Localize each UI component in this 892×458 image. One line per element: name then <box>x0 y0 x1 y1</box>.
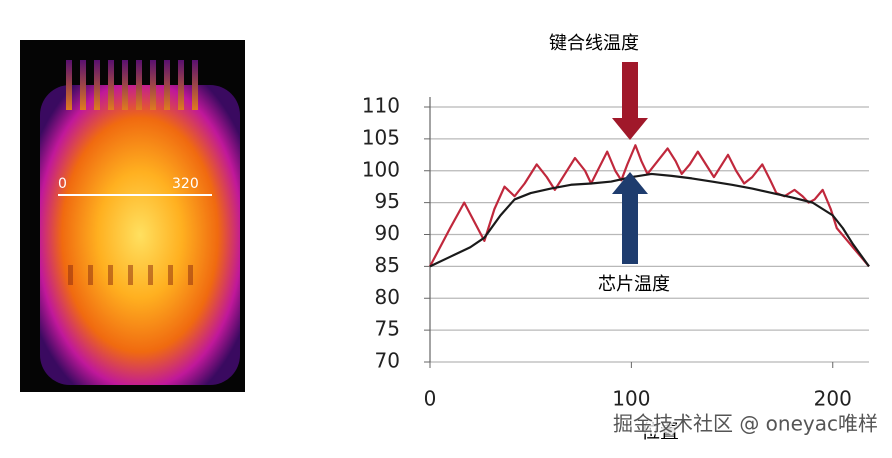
annotation: 芯片温度 <box>598 274 670 295</box>
series-line <box>429 172 870 268</box>
image-label: 320 <box>172 176 199 192</box>
watermark: 掘金技术社区 @ oneyac唯样 <box>613 412 878 436</box>
thermal-image: 0 320 <box>20 40 245 392</box>
y-tick-label: 105 <box>362 125 400 149</box>
x-axis-label: 位置 <box>641 421 679 443</box>
y-tick-label: 95 <box>375 189 400 213</box>
x-tick-label: 100 <box>612 387 650 411</box>
image-label: 0 <box>58 176 67 192</box>
y-tick-label: 100 <box>362 157 400 181</box>
y-tick-label: 70 <box>375 349 400 373</box>
chart: 70 75 80 85 90 95 100 105 110 0 100 200 <box>362 94 870 411</box>
y-tick-label: 75 <box>375 317 400 341</box>
watermark-halo: 掘金技术社区 @ oneyac唯样 <box>613 412 878 436</box>
annotation: 键合线温度 <box>549 33 639 54</box>
x-tick-label: 200 <box>814 387 852 411</box>
y-tick-label: 80 <box>375 285 400 309</box>
y-tick-label: 110 <box>362 94 400 118</box>
y-tick-label: 90 <box>375 221 400 245</box>
arrows <box>612 62 648 264</box>
x-tick-label: 0 <box>424 387 437 411</box>
y-tick-label: 85 <box>375 253 400 277</box>
series-line <box>429 144 870 268</box>
